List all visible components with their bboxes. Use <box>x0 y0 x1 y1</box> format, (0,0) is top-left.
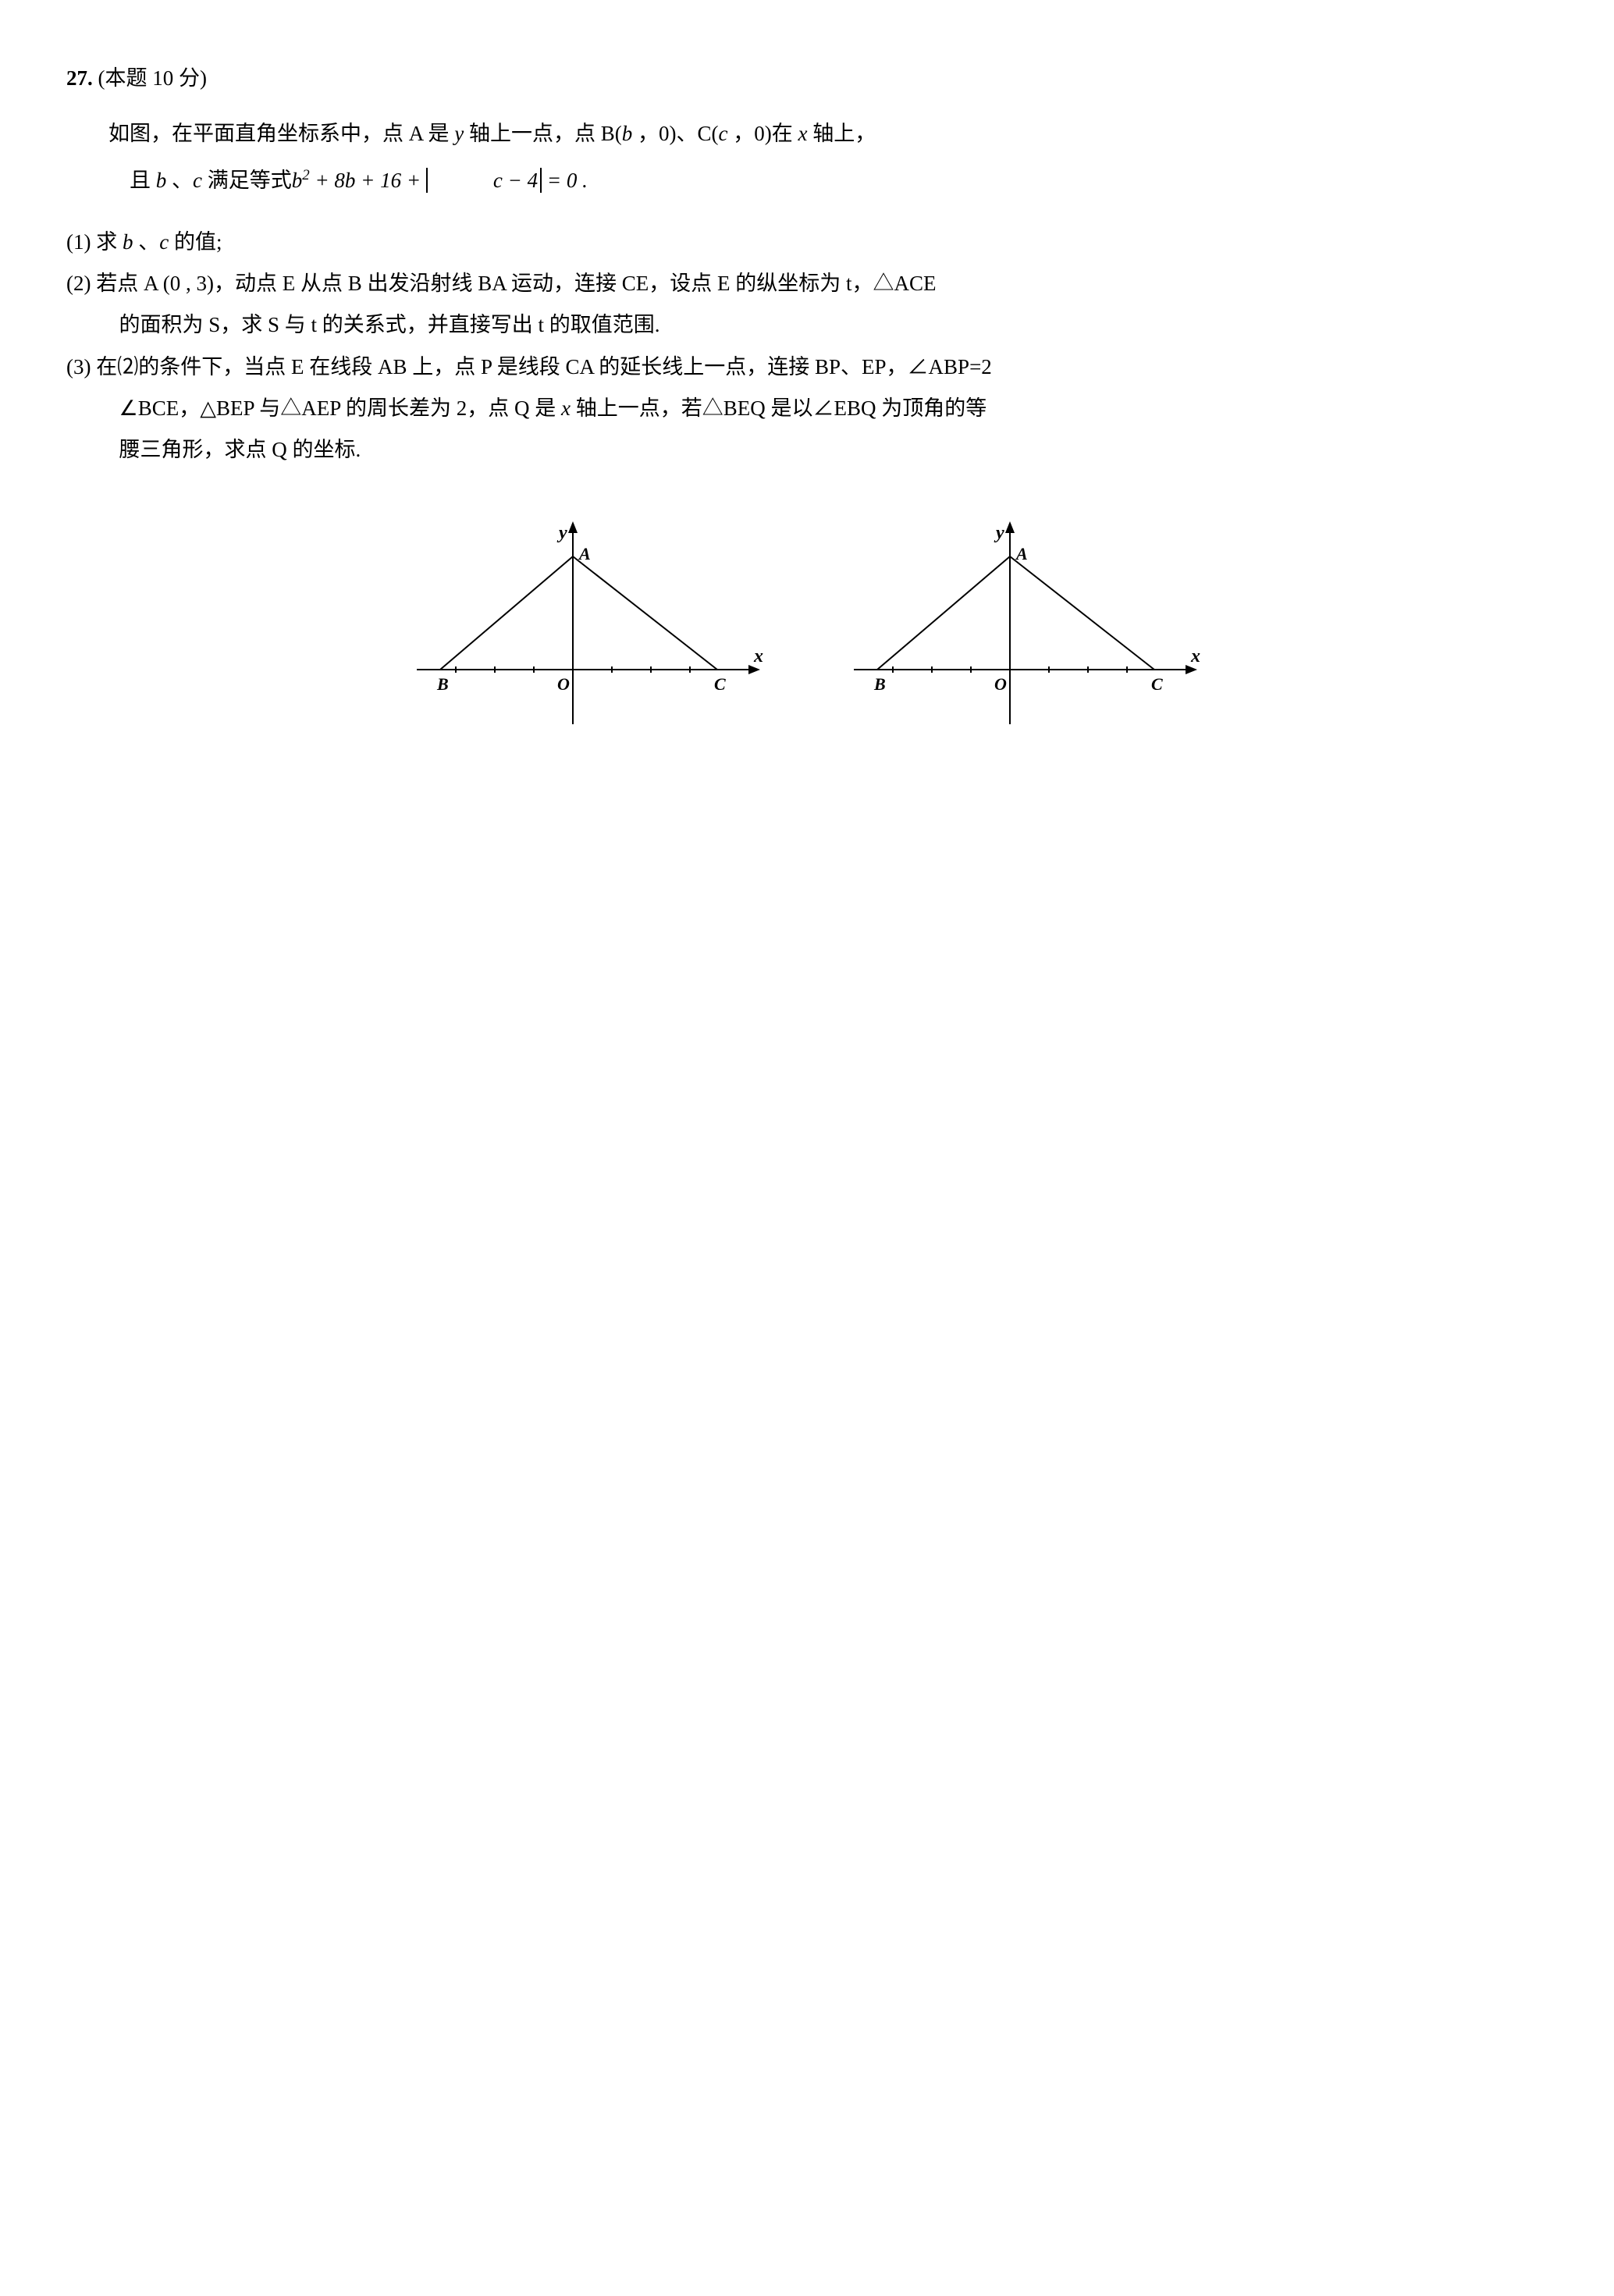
text-segment: 、 <box>166 169 193 192</box>
svg-text:y: y <box>994 523 1004 543</box>
text-segment: 的值; <box>169 230 222 254</box>
text-segment: 、 <box>133 230 159 254</box>
var-x: x <box>798 122 807 145</box>
var-c: c <box>193 169 202 192</box>
var-b: b <box>156 169 167 192</box>
text-segment: 且 <box>130 169 156 192</box>
diagrams-container: y x A B O C y x A B O C <box>66 514 1548 740</box>
svg-text:x: x <box>753 646 763 666</box>
abs-value: c − 4 <box>426 168 542 193</box>
text-segment: ，0)在 <box>727 122 798 145</box>
text-segment: + 16 + <box>355 169 425 192</box>
var-c: c <box>159 230 169 254</box>
text-segment: 轴上一点，若△BEQ 是以∠EBQ 为顶角的等 <box>571 396 987 420</box>
text-segment: 满足等式 <box>202 169 292 192</box>
problem-number: 27. <box>66 66 93 90</box>
var-c: c <box>719 122 728 145</box>
sub-question-3-line2: ∠BCE，△BEP 与△AEP 的周长差为 2，点 Q 是 x 轴上一点，若△B… <box>66 389 1548 428</box>
var-b: b <box>345 169 356 192</box>
problem-statement-line1: 如图，在平面直角坐标系中，点 A 是 y 轴上一点，点 B(b ，0)、C(c … <box>66 114 1548 154</box>
diagram-right: y x A B O C <box>846 514 1205 740</box>
sub-question-2-line2: 的面积为 S，求 S 与 t 的关系式，并直接写出 t 的取值范围. <box>66 305 1548 345</box>
var-c: c <box>493 169 503 192</box>
svg-text:x: x <box>1190 646 1200 666</box>
text-segment: (1) 求 <box>66 230 123 254</box>
text-segment: 如图，在平面直角坐标系中，点 A 是 <box>108 122 454 145</box>
var-b: b <box>292 169 303 192</box>
svg-text:y: y <box>556 523 567 543</box>
svg-text:O: O <box>994 674 1007 694</box>
sub-question-1: (1) 求 b 、c 的值; <box>66 222 1548 262</box>
text-segment: 轴上一点，点 B( <box>464 122 622 145</box>
sub-question-2-line1: (2) 若点 A (0 , 3)，动点 E 从点 B 出发沿射线 BA 运动，连… <box>66 264 1548 304</box>
svg-text:O: O <box>557 674 570 694</box>
svg-text:C: C <box>714 674 726 694</box>
text-segment: = 0 . <box>542 169 588 192</box>
text-segment: − 4 <box>503 169 538 192</box>
var-b: b <box>622 122 633 145</box>
svg-text:C: C <box>1151 674 1163 694</box>
problem-equation-line: 且 b 、c 满足等式b2 + 8b + 16 + c − 4 = 0 . <box>66 161 1548 201</box>
problem-header: 27. (本题 10 分) <box>66 59 1548 98</box>
svg-text:A: A <box>1015 544 1028 563</box>
var-x: x <box>561 396 571 420</box>
sub-question-3-line1: (3) 在⑵的条件下，当点 E 在线段 AB 上，点 P 是线段 CA 的延长线… <box>66 347 1548 387</box>
svg-text:B: B <box>436 674 449 694</box>
text-segment: 轴上， <box>807 122 876 145</box>
svg-text:A: A <box>578 544 591 563</box>
var-y: y <box>454 122 464 145</box>
text-segment: ，0)、C( <box>632 122 718 145</box>
sub-question-3-line3: 腰三角形，求点 Q 的坐标. <box>66 430 1548 470</box>
var-b: b <box>123 230 133 254</box>
diagram-left: y x A B O C <box>409 514 768 740</box>
text-segment: ∠BCE，△BEP 与△AEP 的周长差为 2，点 Q 是 <box>119 396 562 420</box>
text-segment: + 8 <box>310 169 345 192</box>
problem-points: (本题 10 分) <box>98 66 207 90</box>
svg-text:B: B <box>873 674 886 694</box>
